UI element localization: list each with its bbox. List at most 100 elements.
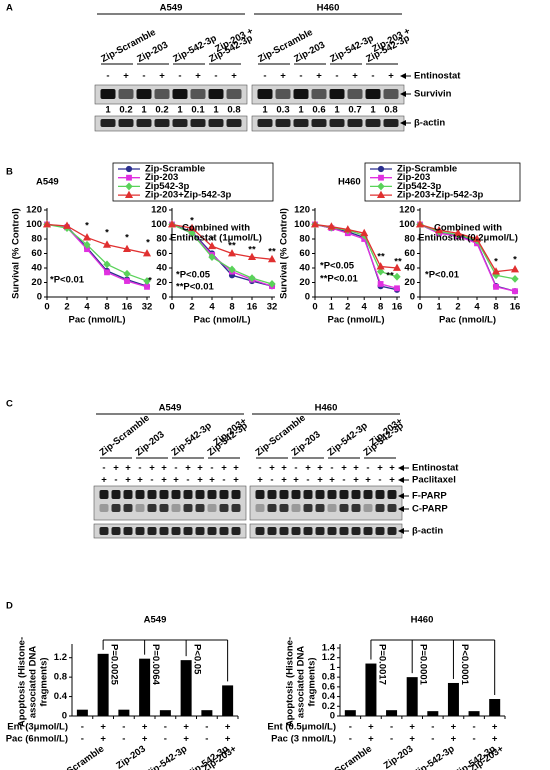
blot-band	[327, 527, 337, 535]
point	[510, 265, 520, 273]
protein-label: β-actin	[414, 118, 445, 129]
point	[327, 222, 336, 230]
treatment-sign: -	[186, 475, 189, 486]
blot-band	[231, 490, 241, 499]
treatment-sign: +	[368, 722, 374, 733]
legend-label: Zip-Scramble	[397, 164, 457, 175]
blot-band	[363, 490, 373, 499]
y-tick-label: 120	[26, 205, 42, 216]
blot-band	[315, 490, 325, 499]
blot-band	[111, 504, 121, 512]
treatment-sign: +	[316, 71, 322, 82]
treatment-sign: +	[101, 475, 107, 486]
treatment-sign: -	[122, 722, 125, 733]
point	[393, 272, 401, 281]
arrow-head	[400, 73, 406, 79]
blot-band	[351, 490, 361, 499]
cell-line-label: A549	[160, 3, 183, 14]
panel-letter: B	[6, 167, 13, 178]
legend-marker	[378, 174, 384, 181]
annotation: **P<0.01	[320, 274, 358, 285]
p-value: P=0.0025	[109, 644, 120, 686]
blot-band	[147, 490, 157, 499]
blot-band	[339, 527, 349, 535]
treatment-sign: -	[306, 475, 309, 486]
blot-band	[255, 527, 265, 535]
x-tick-label: 1	[436, 302, 442, 313]
legend-marker	[377, 182, 385, 191]
y-tick-label: 100	[294, 219, 310, 230]
y-axis-label: Survival (% Control)	[279, 208, 290, 299]
treatment-sign: +	[225, 734, 231, 745]
blot-band	[279, 504, 289, 512]
point	[472, 234, 482, 242]
annotation: **	[248, 245, 256, 256]
y-tick-label: 1.4	[322, 643, 336, 654]
treatment-sign: +	[221, 463, 227, 474]
blot-band	[293, 119, 309, 127]
y-tick-label: 60	[299, 248, 310, 259]
x-tick-label: 8	[493, 302, 498, 313]
y-tick-label: 100	[151, 219, 167, 230]
treatment-sign: +	[451, 734, 457, 745]
point	[142, 249, 152, 257]
bar	[201, 710, 213, 716]
x-tick-label: 2	[189, 302, 194, 313]
treatment-sign: -	[390, 722, 393, 733]
blot-band	[183, 504, 193, 512]
x-tick-label: 4	[362, 302, 368, 313]
treatment-sign: +	[197, 463, 203, 474]
blot-band	[159, 527, 169, 535]
p-value: P<0.0001	[459, 644, 470, 686]
y-tick-label: 0	[62, 711, 67, 722]
survivin-ratio: 1	[105, 105, 111, 116]
panel-letter: D	[6, 601, 13, 612]
group-label: Zip-203	[114, 744, 148, 770]
x-axis-label: Pac (nmol/L)	[439, 315, 496, 326]
bar	[447, 682, 459, 716]
point	[394, 285, 400, 292]
annotation: *	[85, 221, 89, 232]
survivin-ratio: 1	[141, 105, 147, 116]
treatment-sign: -	[122, 734, 125, 745]
treatment-sign: +	[149, 463, 155, 474]
blot-band	[363, 504, 373, 512]
treatment-sign: -	[102, 463, 105, 474]
blot-band	[219, 490, 229, 499]
series-line	[171, 223, 273, 285]
treatment-sign: -	[164, 722, 167, 733]
survivin-ratio: 0.7	[348, 105, 361, 116]
series-line	[314, 223, 398, 269]
blot-background	[94, 84, 248, 105]
group-label: Zip-Scramble	[318, 744, 374, 770]
blot-band	[315, 527, 325, 535]
treatment-sign: +	[257, 475, 263, 486]
blot-band	[375, 504, 385, 512]
treatment-sign: +	[353, 475, 359, 486]
panel-letter: C	[6, 399, 13, 410]
legend-marker	[125, 182, 133, 191]
treatment-sign: +	[195, 71, 201, 82]
blot-background	[93, 523, 247, 539]
treatment-sign: -	[390, 734, 393, 745]
y-tick-label: 120	[399, 205, 415, 216]
treatment-sign: +	[233, 475, 239, 486]
blot-band	[99, 504, 109, 512]
annotation: *	[190, 216, 194, 227]
blot-band	[171, 490, 181, 499]
blot-band	[208, 119, 224, 127]
treatment-sign: +	[173, 475, 179, 486]
y-tick-label: 0.4	[322, 691, 336, 702]
p-value: P<0.05	[192, 644, 203, 675]
treatment-sign: -	[349, 734, 352, 745]
blot-band	[387, 490, 397, 499]
legend-marker	[124, 190, 134, 198]
legend-label: Zip-203+Zip-542-3p	[145, 190, 232, 201]
blot-band	[365, 89, 381, 99]
legend-marker	[125, 165, 133, 173]
treatment-sign: -	[106, 71, 109, 82]
treatment-sign: -	[205, 722, 208, 733]
blot-band	[231, 504, 241, 512]
x-tick-label: 0	[44, 302, 49, 313]
treatment-sign: +	[161, 475, 167, 486]
